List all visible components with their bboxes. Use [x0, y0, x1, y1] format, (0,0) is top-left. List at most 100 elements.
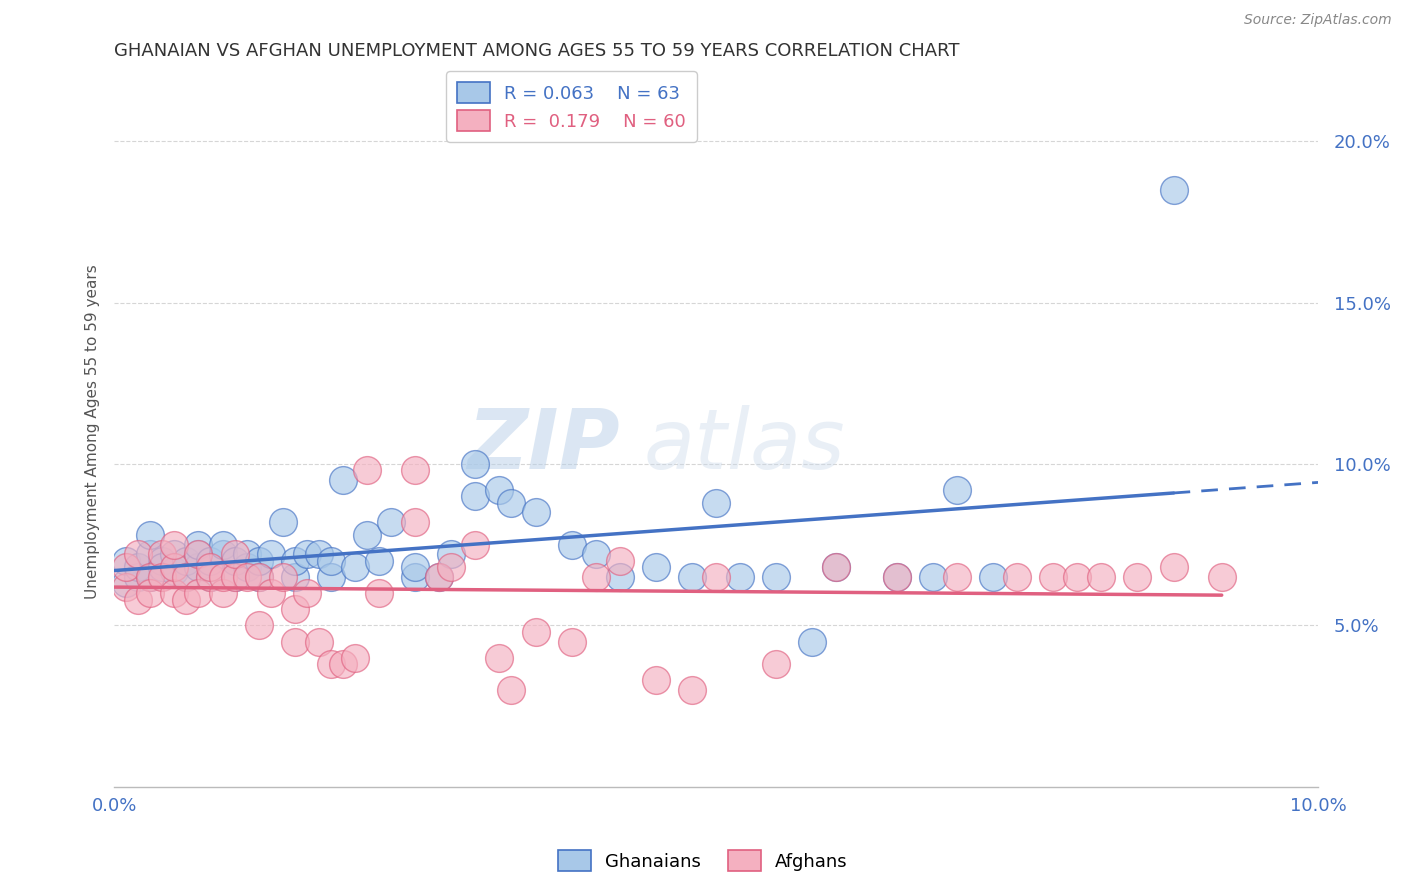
Point [921, 570, 943, 584]
Point [404, 570, 426, 584]
Point [704, 496, 727, 510]
Point [681, 683, 703, 698]
Point [524, 624, 547, 639]
Point [163, 548, 186, 562]
Point [200, 570, 222, 584]
Point [981, 570, 1004, 584]
Point [1005, 570, 1028, 584]
Point [150, 554, 173, 568]
Point [139, 586, 162, 600]
Point [1066, 570, 1088, 584]
Point [247, 570, 270, 584]
Point [295, 586, 318, 600]
Point [295, 548, 318, 562]
Point [332, 657, 354, 672]
Point [176, 570, 198, 584]
Point [235, 560, 257, 574]
Point [886, 570, 908, 584]
Text: ZIP: ZIP [467, 406, 620, 486]
Point [356, 463, 378, 477]
Text: Source: ZipAtlas.com: Source: ZipAtlas.com [1244, 13, 1392, 28]
Point [163, 564, 186, 578]
Y-axis label: Unemployment Among Ages 55 to 59 years: Unemployment Among Ages 55 to 59 years [86, 264, 100, 599]
Point [115, 576, 138, 591]
Point [200, 570, 222, 584]
Point [501, 683, 523, 698]
Point [404, 560, 426, 574]
Point [211, 570, 233, 584]
Point [163, 538, 186, 552]
Point [427, 570, 450, 584]
Point [319, 657, 342, 672]
Point [308, 548, 330, 562]
Point [356, 528, 378, 542]
Point [115, 560, 138, 574]
Point [801, 634, 824, 648]
Point [176, 554, 198, 568]
Point [150, 548, 173, 562]
Point [1090, 570, 1112, 584]
Point [235, 548, 257, 562]
Point [765, 657, 787, 672]
Point [163, 560, 186, 574]
Point [704, 570, 727, 584]
Point [380, 515, 402, 529]
Point [308, 634, 330, 648]
Legend: R = 0.063    N = 63, R =  0.179    N = 60: R = 0.063 N = 63, R = 0.179 N = 60 [447, 71, 697, 142]
Point [427, 570, 450, 584]
Point [585, 548, 607, 562]
Point [176, 570, 198, 584]
Point [681, 570, 703, 584]
Point [150, 570, 173, 584]
Point [464, 489, 486, 503]
Point [187, 538, 209, 552]
Point [1126, 570, 1149, 584]
Point [946, 570, 969, 584]
Point [127, 560, 149, 574]
Point [645, 673, 668, 688]
Point [765, 570, 787, 584]
Point [488, 483, 510, 497]
Point [150, 560, 173, 574]
Point [139, 570, 162, 584]
Point [284, 554, 307, 568]
Point [224, 570, 246, 584]
Point [271, 570, 294, 584]
Point [488, 650, 510, 665]
Point [224, 554, 246, 568]
Point [440, 548, 463, 562]
Point [200, 554, 222, 568]
Legend: Ghanaians, Afghans: Ghanaians, Afghans [551, 843, 855, 879]
Point [284, 602, 307, 616]
Point [332, 473, 354, 487]
Point [404, 515, 426, 529]
Point [260, 548, 283, 562]
Point [271, 515, 294, 529]
Point [200, 560, 222, 574]
Point [247, 554, 270, 568]
Point [187, 560, 209, 574]
Point [319, 554, 342, 568]
Point [235, 570, 257, 584]
Point [440, 560, 463, 574]
Point [464, 538, 486, 552]
Point [115, 580, 138, 594]
Point [645, 560, 668, 574]
Point [319, 570, 342, 584]
Point [115, 554, 138, 568]
Point [1163, 183, 1185, 197]
Point [284, 570, 307, 584]
Point [946, 483, 969, 497]
Point [187, 548, 209, 562]
Point [139, 570, 162, 584]
Point [609, 554, 631, 568]
Point [825, 560, 848, 574]
Point [404, 463, 426, 477]
Point [728, 570, 751, 584]
Point [524, 505, 547, 519]
Point [1163, 560, 1185, 574]
Text: atlas: atlas [644, 406, 845, 486]
Text: GHANAIAN VS AFGHAN UNEMPLOYMENT AMONG AGES 55 TO 59 YEARS CORRELATION CHART: GHANAIAN VS AFGHAN UNEMPLOYMENT AMONG AG… [114, 42, 960, 60]
Point [825, 560, 848, 574]
Point [187, 586, 209, 600]
